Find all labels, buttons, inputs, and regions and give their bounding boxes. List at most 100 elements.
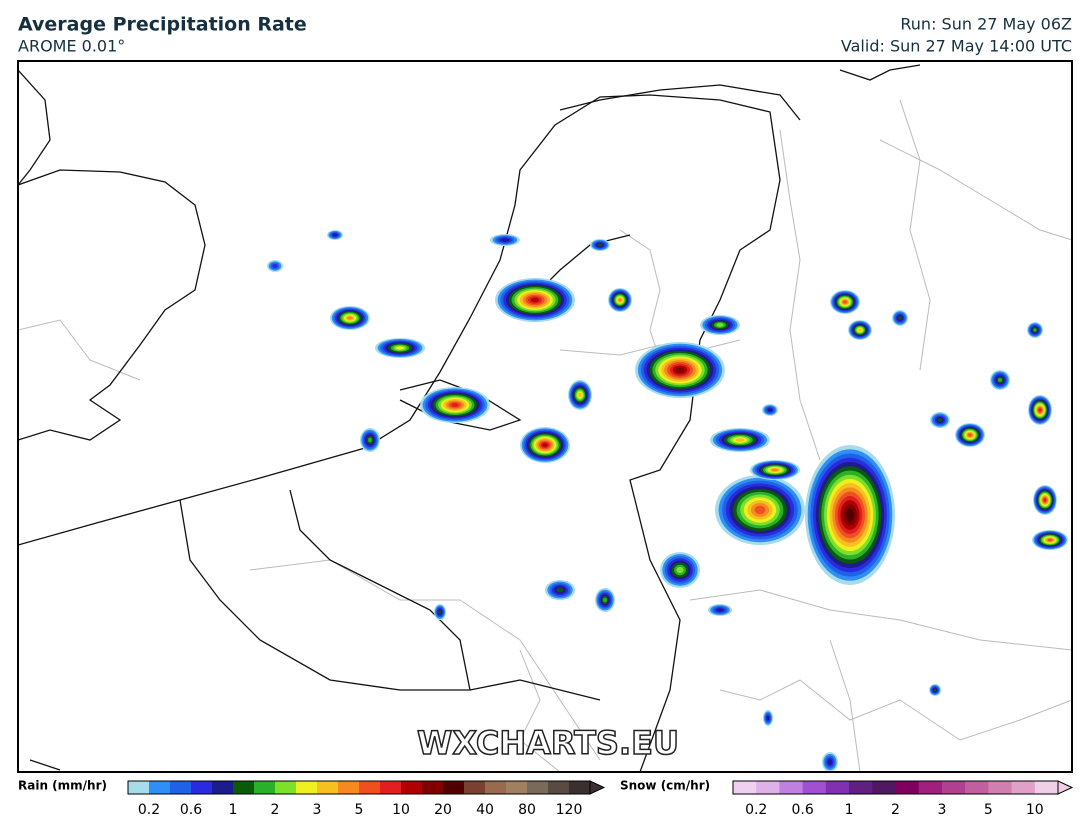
rain-swatch (317, 781, 339, 794)
rain-swatch (380, 781, 402, 794)
snow-swatch (988, 781, 1013, 794)
rain-cell (845, 508, 855, 522)
rain-cell (438, 610, 442, 614)
rain-cell (766, 715, 770, 721)
rain-swatch (338, 781, 360, 794)
rain-cell (771, 468, 779, 472)
rain-cell (754, 505, 766, 515)
rain-tick-label: 80 (518, 802, 536, 818)
snow-tick-label: 5 (984, 802, 993, 818)
snow-swatch (825, 781, 850, 794)
rain-swatch (170, 781, 192, 794)
rain-cell (530, 297, 540, 303)
rain-swatch (254, 781, 276, 794)
rain-tick-label: 0.2 (138, 802, 160, 818)
rain-cell (998, 378, 1002, 382)
snow-swatch (779, 781, 804, 794)
rain-label: Rain (mm/hr) (18, 779, 107, 793)
rain-tick-label: 1 (229, 802, 238, 818)
rain-swatch (212, 781, 234, 794)
snow-swatch (941, 781, 966, 794)
snow-swatch (733, 781, 757, 794)
coastlines (18, 64, 921, 772)
rain-arrow (589, 780, 606, 795)
run: Run: Sun 27 May 06Z (900, 15, 1072, 34)
rain-cell (767, 408, 773, 412)
rain-cell (332, 233, 338, 237)
rain-cell (451, 403, 459, 407)
rain-cell (396, 346, 404, 350)
rain-swatch (149, 781, 171, 794)
rain-tick-label: 3 (313, 802, 322, 818)
rain-cell (556, 587, 564, 593)
snow-tick-label: 0.2 (745, 802, 767, 818)
rain-swatch (548, 781, 570, 794)
valid: Valid: Sun 27 May 14:00 UTC (841, 37, 1072, 56)
snow-swatch (895, 781, 920, 794)
snow-tick-label: 1 (845, 802, 854, 818)
rain-cell (968, 433, 972, 437)
rain-cell (368, 437, 372, 443)
rain-cell (933, 688, 937, 692)
rain-swatch (128, 781, 150, 794)
snow-swatch (1034, 781, 1059, 794)
map-frame (17, 60, 1073, 773)
rain-cell (1038, 408, 1042, 412)
snow-arrow (1057, 780, 1074, 795)
rain-tick-label: 120 (556, 802, 583, 818)
watermark: WXCHARTS.EU (417, 724, 679, 762)
rain-swatch (275, 781, 297, 794)
rain-swatch (443, 781, 465, 794)
rain-cell (597, 243, 603, 247)
rain-cell (1047, 538, 1053, 542)
rain-cell (676, 566, 684, 574)
model: AROME 0.01° (18, 37, 125, 56)
rain-tick-label: 40 (476, 802, 494, 818)
rain-swatch (527, 781, 549, 794)
rain-cell (858, 328, 862, 332)
rain-swatch (506, 781, 528, 794)
snow-swatch (849, 781, 873, 794)
rain-cell (716, 323, 724, 327)
rain-swatch (401, 781, 423, 794)
rain-cell (1033, 328, 1037, 332)
rain-swatch (485, 781, 507, 794)
rain-tick-label: 20 (434, 802, 452, 818)
snow-swatch (1011, 781, 1036, 794)
rain-swatch (359, 781, 381, 794)
rain-cell (843, 300, 847, 304)
rain-cell (618, 298, 622, 302)
rain-tick-label: 0.6 (180, 802, 202, 818)
rain-cell (542, 443, 548, 447)
title: Average Precipitation Rate (18, 14, 307, 36)
snow-swatch (756, 781, 780, 794)
rain-cell (347, 316, 353, 320)
rain-cell (827, 759, 833, 765)
colorbars: 0.2 0.6 1 2 3 5 10 20 40 80 120 0.2 0.6 1 2 3 5 10 (127, 780, 1074, 818)
rain-cell (500, 238, 510, 242)
rain-swatch (464, 781, 486, 794)
rain-swatch (422, 781, 444, 794)
rain-cell (898, 316, 902, 320)
rain-tick-label: 10 (392, 802, 410, 818)
rain-cell (603, 597, 607, 603)
rain-tick-label: 2 (271, 802, 280, 818)
rain-swatch (191, 781, 213, 794)
snow-swatch (918, 781, 943, 794)
snow-swatch (965, 781, 989, 794)
snow-swatch (872, 781, 896, 794)
snow-tick-label: 3 (937, 802, 946, 818)
snow-tick-label: 0.6 (792, 802, 814, 818)
rain-swatch (569, 781, 591, 794)
rain-cell (937, 418, 943, 422)
snow-label: Snow (cm/hr) (620, 779, 710, 793)
precipitation (267, 230, 1068, 772)
rain-cell (735, 438, 745, 442)
map (18, 64, 1072, 772)
rain-cell (716, 608, 724, 612)
snow-tick-label: 2 (891, 802, 900, 818)
rain-swatch (296, 781, 318, 794)
snow-tick-label: 10 (1026, 802, 1044, 818)
rain-tick-label: 5 (355, 802, 364, 818)
